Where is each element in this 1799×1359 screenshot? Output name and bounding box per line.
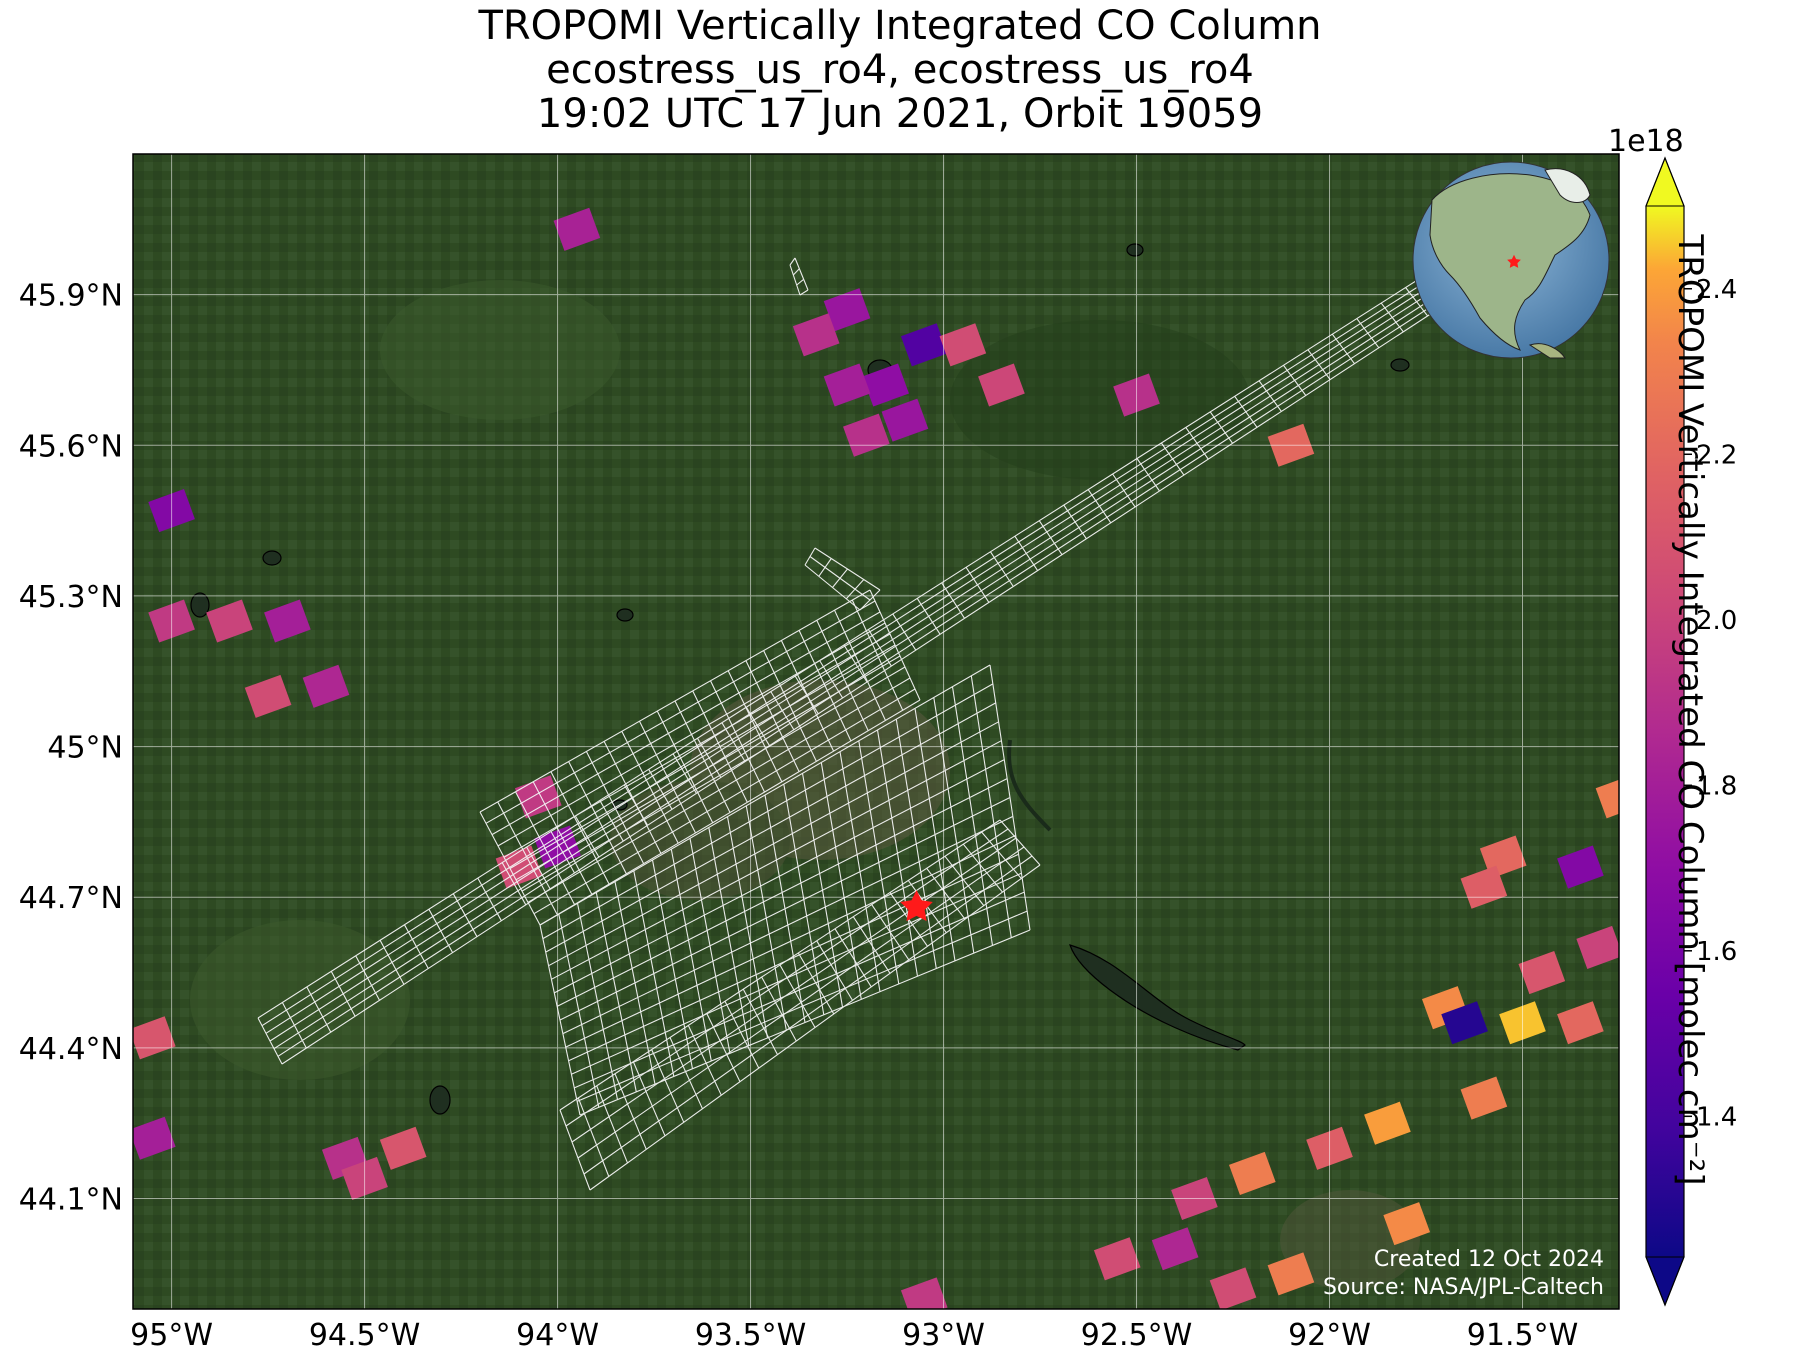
- lat-tick-label: 45°N: [47, 731, 123, 766]
- gridlines: [133, 154, 1619, 1309]
- lat-tick-label: 45.6°N: [19, 429, 123, 464]
- footprint-swath: [789, 257, 809, 296]
- co-pixel: [1267, 1252, 1315, 1296]
- co-pixel: [1364, 1101, 1411, 1145]
- co-pixel: [881, 398, 929, 442]
- co-pixel: [1460, 865, 1508, 909]
- co-pixel: [1209, 1267, 1257, 1309]
- lon-tick-label: 95°W: [130, 1318, 213, 1353]
- footprint-swath: [479, 589, 921, 926]
- greenland-land: [1544, 168, 1591, 203]
- lat-tick-label: 44.1°N: [19, 1183, 123, 1218]
- lat-axis-labels: 45.9°N 45.6°N 45.3°N 45°N 44.7°N 44.4°N 44.1°N: [19, 279, 123, 1218]
- ecostress-footprints: [257, 257, 1453, 1191]
- credit-created: Created 12 Oct 2024: [1374, 1247, 1604, 1272]
- river: [1007, 739, 1052, 832]
- co-pixel: [1576, 925, 1619, 969]
- co-pixel: [133, 1116, 176, 1160]
- co-pixel: [1460, 1076, 1508, 1120]
- co-pixel: [823, 288, 871, 332]
- co-pixel: [862, 363, 909, 407]
- footprint-swath: [559, 819, 1041, 1191]
- lon-tick-label: 93°W: [902, 1318, 985, 1353]
- credit-source: Source: NASA/JPL-Caltech: [1323, 1275, 1604, 1300]
- colorbar-title: TROPOMI Vertically Integrated CO Column …: [1670, 234, 1710, 1186]
- co-pixel: [978, 363, 1025, 407]
- co-pixel: [1151, 1227, 1199, 1271]
- title-line-3: 19:02 UTC 17 Jun 2021, Orbit 19059: [536, 91, 1264, 137]
- co-pixel: [1228, 1151, 1276, 1195]
- co-pixel: [264, 599, 311, 643]
- target-star-marker: [900, 890, 933, 922]
- footprint-swath: [804, 547, 881, 611]
- title-line-1: TROPOMI Vertically Integrated CO Column: [478, 3, 1322, 49]
- co-pixel: [1441, 1001, 1488, 1045]
- co-pixel: [900, 323, 948, 367]
- co-pixel: [302, 664, 350, 708]
- rivers-lakes: [190, 243, 1410, 1115]
- co-pixel: [1518, 951, 1566, 995]
- globe-star-icon: [1507, 254, 1521, 268]
- co-pixel: [843, 413, 890, 457]
- colorbar-tick-label: 1.6: [1696, 937, 1737, 967]
- map-frame: [132, 153, 1620, 1310]
- co-pixel: [553, 207, 601, 251]
- lon-tick-label: 92°W: [1288, 1318, 1371, 1353]
- lon-tick-label: 92.5°W: [1081, 1318, 1192, 1353]
- co-pixel: [1595, 775, 1619, 819]
- co-pixel: [379, 1126, 427, 1170]
- colorbar-tick-label: 1.4: [1696, 1102, 1737, 1132]
- lat-tick-label: 44.7°N: [19, 881, 123, 916]
- colorbar-gradient: [1646, 206, 1684, 1257]
- lon-tick-label: 94°W: [516, 1318, 599, 1353]
- co-pixel: [1557, 1001, 1604, 1045]
- lat-tick-label: 45.3°N: [19, 580, 123, 615]
- colorbar: 1.4 1.6 1.8 2.0 2.2 2.4: [1645, 156, 1737, 1307]
- co-pixel: [1383, 1202, 1431, 1246]
- co-pixels-layer: [133, 207, 1619, 1309]
- co-pixel: [792, 313, 840, 357]
- colorbar-tick-label: 2.0: [1696, 606, 1737, 636]
- footprint-swath: [539, 664, 1031, 1116]
- lon-axis-labels: 95°W 94.5°W 94°W 93.5°W 93°W 92.5°W 92°W 91.5°W: [130, 1318, 1578, 1353]
- inset-globe: [1412, 161, 1610, 359]
- colorbar-exponent: 1e18: [1608, 124, 1684, 159]
- south-america-land: [1528, 343, 1566, 359]
- lat-tick-label: 45.9°N: [19, 279, 123, 314]
- lat-tick-label: 44.4°N: [19, 1032, 123, 1067]
- co-pixel: [244, 674, 292, 718]
- co-pixel: [1093, 1237, 1141, 1281]
- lon-tick-label: 94.5°W: [309, 1318, 420, 1353]
- colorbar-ticks: 1.4 1.6 1.8 2.0 2.2 2.4: [1684, 275, 1737, 1132]
- colorbar-extend-min: [1645, 1256, 1685, 1307]
- co-pixel: [939, 323, 987, 367]
- co-pixel: [1557, 845, 1604, 889]
- colorbar-tick-label: 2.4: [1696, 275, 1737, 305]
- lon-tick-label: 93.5°W: [695, 1318, 806, 1353]
- co-pixel: [823, 363, 871, 407]
- lon-tick-label: 91.5°W: [1467, 1318, 1578, 1353]
- colorbar-tick-label: 2.2: [1696, 440, 1737, 470]
- colorbar-tick-label: 1.8: [1696, 771, 1737, 801]
- title-line-2: ecostress_us_ro4, ecostress_us_ro4: [546, 47, 1254, 93]
- co-pixel: [206, 599, 253, 643]
- co-pixel: [900, 1277, 948, 1309]
- co-pixel: [133, 1016, 176, 1060]
